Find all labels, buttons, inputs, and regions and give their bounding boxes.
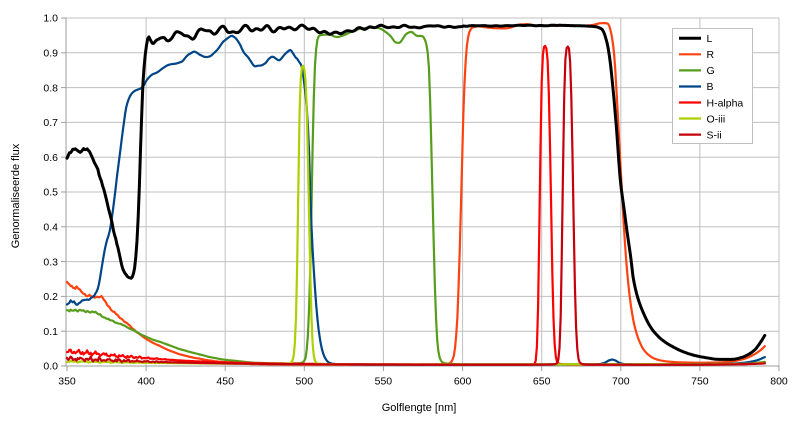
svg-text:L: L — [707, 33, 713, 45]
svg-text:500: 500 — [296, 376, 314, 388]
svg-text:600: 600 — [454, 376, 472, 388]
svg-text:0.6: 0.6 — [43, 152, 58, 164]
svg-text:650: 650 — [533, 376, 551, 388]
svg-text:O-iii: O-iii — [707, 113, 726, 125]
svg-text:R: R — [707, 49, 715, 61]
svg-text:B: B — [707, 81, 714, 93]
svg-text:750: 750 — [691, 376, 709, 388]
svg-text:700: 700 — [612, 376, 630, 388]
svg-text:0.9: 0.9 — [43, 48, 58, 60]
svg-text:H-alpha: H-alpha — [707, 97, 744, 109]
svg-text:1.0: 1.0 — [43, 13, 58, 25]
svg-text:450: 450 — [216, 376, 234, 388]
svg-text:G: G — [707, 65, 715, 77]
svg-text:0.5: 0.5 — [43, 187, 58, 199]
svg-text:0.2: 0.2 — [43, 291, 58, 303]
svg-text:350: 350 — [58, 376, 76, 388]
svg-text:S-ii: S-ii — [707, 129, 722, 141]
svg-text:800: 800 — [770, 376, 788, 388]
svg-text:0.4: 0.4 — [43, 222, 58, 234]
svg-text:0.3: 0.3 — [43, 256, 58, 268]
svg-text:Golflengte [nm]: Golflengte [nm] — [382, 402, 457, 414]
svg-text:400: 400 — [137, 376, 155, 388]
svg-text:0.0: 0.0 — [43, 361, 58, 373]
svg-text:0.7: 0.7 — [43, 117, 58, 129]
svg-text:550: 550 — [375, 376, 393, 388]
svg-text:Genormaliseerde flux: Genormaliseerde flux — [10, 143, 22, 248]
svg-text:0.1: 0.1 — [43, 326, 58, 338]
svg-text:0.8: 0.8 — [43, 82, 58, 94]
